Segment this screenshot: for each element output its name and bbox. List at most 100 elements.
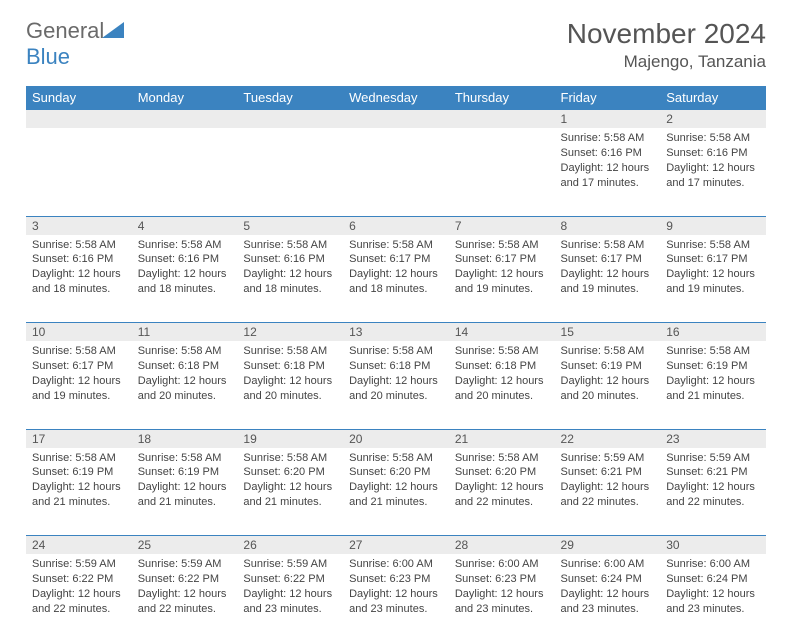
day-number-cell: 6	[343, 216, 449, 235]
sunrise-line: Sunrise: 5:58 AM	[32, 451, 126, 466]
week-content-row: Sunrise: 5:58 AMSunset: 6:17 PMDaylight:…	[26, 341, 766, 429]
day-number-cell: 10	[26, 323, 132, 342]
day-number-cell: 1	[555, 110, 661, 129]
day-number-cell: 17	[26, 429, 132, 448]
brand-blue: Blue	[26, 44, 70, 69]
day-content-cell	[449, 128, 555, 216]
day-details: Sunrise: 5:58 AMSunset: 6:17 PMDaylight:…	[26, 341, 132, 409]
day-details: Sunrise: 5:58 AMSunset: 6:17 PMDaylight:…	[449, 235, 555, 303]
sunset-line: Sunset: 6:22 PM	[32, 572, 126, 587]
day-content-cell: Sunrise: 5:59 AMSunset: 6:22 PMDaylight:…	[237, 554, 343, 642]
sunset-line: Sunset: 6:21 PM	[666, 465, 760, 480]
sunrise-line: Sunrise: 5:58 AM	[349, 451, 443, 466]
daylight-line: Daylight: 12 hours and 19 minutes.	[32, 374, 126, 404]
day-number-cell: 15	[555, 323, 661, 342]
sunset-line: Sunset: 6:16 PM	[561, 146, 655, 161]
daylight-line: Daylight: 12 hours and 18 minutes.	[138, 267, 232, 297]
daynum-row: 12	[26, 110, 766, 129]
day-content-cell: Sunrise: 5:58 AMSunset: 6:18 PMDaylight:…	[449, 341, 555, 429]
day-details: Sunrise: 5:59 AMSunset: 6:22 PMDaylight:…	[132, 554, 238, 622]
sunrise-line: Sunrise: 5:58 AM	[32, 238, 126, 253]
sunrise-line: Sunrise: 6:00 AM	[349, 557, 443, 572]
location-label: Majengo, Tanzania	[567, 52, 766, 72]
daylight-line: Daylight: 12 hours and 20 minutes.	[349, 374, 443, 404]
sunrise-line: Sunrise: 5:59 AM	[561, 451, 655, 466]
sunrise-line: Sunrise: 5:58 AM	[138, 344, 232, 359]
day-details: Sunrise: 5:58 AMSunset: 6:17 PMDaylight:…	[343, 235, 449, 303]
sunset-line: Sunset: 6:20 PM	[455, 465, 549, 480]
day-content-cell: Sunrise: 5:58 AMSunset: 6:16 PMDaylight:…	[660, 128, 766, 216]
day-details: Sunrise: 5:58 AMSunset: 6:16 PMDaylight:…	[26, 235, 132, 303]
day-content-cell: Sunrise: 5:58 AMSunset: 6:19 PMDaylight:…	[555, 341, 661, 429]
week-content-row: Sunrise: 5:58 AMSunset: 6:16 PMDaylight:…	[26, 128, 766, 216]
day-details: Sunrise: 5:58 AMSunset: 6:20 PMDaylight:…	[449, 448, 555, 516]
day-details: Sunrise: 5:59 AMSunset: 6:21 PMDaylight:…	[660, 448, 766, 516]
sunrise-line: Sunrise: 5:58 AM	[561, 238, 655, 253]
day-number-cell: 29	[555, 536, 661, 555]
day-number-cell: 30	[660, 536, 766, 555]
day-number-cell	[132, 110, 238, 129]
sunset-line: Sunset: 6:23 PM	[455, 572, 549, 587]
day-number-cell: 4	[132, 216, 238, 235]
daylight-line: Daylight: 12 hours and 22 minutes.	[455, 480, 549, 510]
sunset-line: Sunset: 6:16 PM	[138, 252, 232, 267]
sunrise-line: Sunrise: 5:59 AM	[243, 557, 337, 572]
day-details: Sunrise: 6:00 AMSunset: 6:24 PMDaylight:…	[660, 554, 766, 622]
calendar-table: Sunday Monday Tuesday Wednesday Thursday…	[26, 86, 766, 642]
day-number-cell: 28	[449, 536, 555, 555]
day-content-cell: Sunrise: 6:00 AMSunset: 6:23 PMDaylight:…	[343, 554, 449, 642]
day-content-cell: Sunrise: 5:58 AMSunset: 6:20 PMDaylight:…	[449, 448, 555, 536]
day-number-cell: 19	[237, 429, 343, 448]
day-content-cell: Sunrise: 5:58 AMSunset: 6:17 PMDaylight:…	[26, 341, 132, 429]
week-content-row: Sunrise: 5:59 AMSunset: 6:22 PMDaylight:…	[26, 554, 766, 642]
daylight-line: Daylight: 12 hours and 21 minutes.	[32, 480, 126, 510]
sunrise-line: Sunrise: 5:58 AM	[666, 238, 760, 253]
day-number-cell: 16	[660, 323, 766, 342]
day-content-cell: Sunrise: 5:58 AMSunset: 6:20 PMDaylight:…	[343, 448, 449, 536]
sunrise-line: Sunrise: 5:58 AM	[243, 344, 337, 359]
day-content-cell: Sunrise: 5:58 AMSunset: 6:19 PMDaylight:…	[132, 448, 238, 536]
day-number-cell: 2	[660, 110, 766, 129]
sunset-line: Sunset: 6:17 PM	[561, 252, 655, 267]
sunset-line: Sunset: 6:16 PM	[666, 146, 760, 161]
day-content-cell: Sunrise: 6:00 AMSunset: 6:24 PMDaylight:…	[660, 554, 766, 642]
sunset-line: Sunset: 6:18 PM	[455, 359, 549, 374]
sunset-line: Sunset: 6:23 PM	[349, 572, 443, 587]
day-content-cell	[26, 128, 132, 216]
day-details: Sunrise: 5:59 AMSunset: 6:22 PMDaylight:…	[26, 554, 132, 622]
day-number-cell: 18	[132, 429, 238, 448]
brand-logo: General Blue	[26, 18, 124, 70]
sunset-line: Sunset: 6:17 PM	[455, 252, 549, 267]
daynum-row: 17181920212223	[26, 429, 766, 448]
day-number-cell: 25	[132, 536, 238, 555]
day-details: Sunrise: 5:59 AMSunset: 6:21 PMDaylight:…	[555, 448, 661, 516]
day-content-cell: Sunrise: 6:00 AMSunset: 6:24 PMDaylight:…	[555, 554, 661, 642]
daynum-row: 3456789	[26, 216, 766, 235]
sunrise-line: Sunrise: 5:58 AM	[243, 451, 337, 466]
sunrise-line: Sunrise: 5:59 AM	[138, 557, 232, 572]
day-content-cell: Sunrise: 5:58 AMSunset: 6:18 PMDaylight:…	[237, 341, 343, 429]
sunset-line: Sunset: 6:19 PM	[666, 359, 760, 374]
sunrise-line: Sunrise: 5:58 AM	[349, 344, 443, 359]
sunrise-line: Sunrise: 5:58 AM	[243, 238, 337, 253]
day-content-cell: Sunrise: 5:58 AMSunset: 6:16 PMDaylight:…	[555, 128, 661, 216]
day-content-cell: Sunrise: 5:58 AMSunset: 6:16 PMDaylight:…	[237, 235, 343, 323]
sunrise-line: Sunrise: 6:00 AM	[455, 557, 549, 572]
day-content-cell: Sunrise: 5:59 AMSunset: 6:22 PMDaylight:…	[132, 554, 238, 642]
day-number-cell: 12	[237, 323, 343, 342]
sunset-line: Sunset: 6:19 PM	[138, 465, 232, 480]
sunrise-line: Sunrise: 5:58 AM	[455, 238, 549, 253]
daynum-row: 10111213141516	[26, 323, 766, 342]
sunrise-line: Sunrise: 5:58 AM	[561, 344, 655, 359]
day-details: Sunrise: 5:58 AMSunset: 6:17 PMDaylight:…	[555, 235, 661, 303]
day-number-cell: 9	[660, 216, 766, 235]
daylight-line: Daylight: 12 hours and 21 minutes.	[138, 480, 232, 510]
day-content-cell: Sunrise: 5:59 AMSunset: 6:21 PMDaylight:…	[660, 448, 766, 536]
sunrise-line: Sunrise: 6:00 AM	[561, 557, 655, 572]
day-number-cell: 7	[449, 216, 555, 235]
sunset-line: Sunset: 6:19 PM	[32, 465, 126, 480]
sunrise-line: Sunrise: 5:58 AM	[349, 238, 443, 253]
day-details: Sunrise: 5:59 AMSunset: 6:22 PMDaylight:…	[237, 554, 343, 622]
day-number-cell	[449, 110, 555, 129]
day-content-cell: Sunrise: 5:58 AMSunset: 6:17 PMDaylight:…	[555, 235, 661, 323]
